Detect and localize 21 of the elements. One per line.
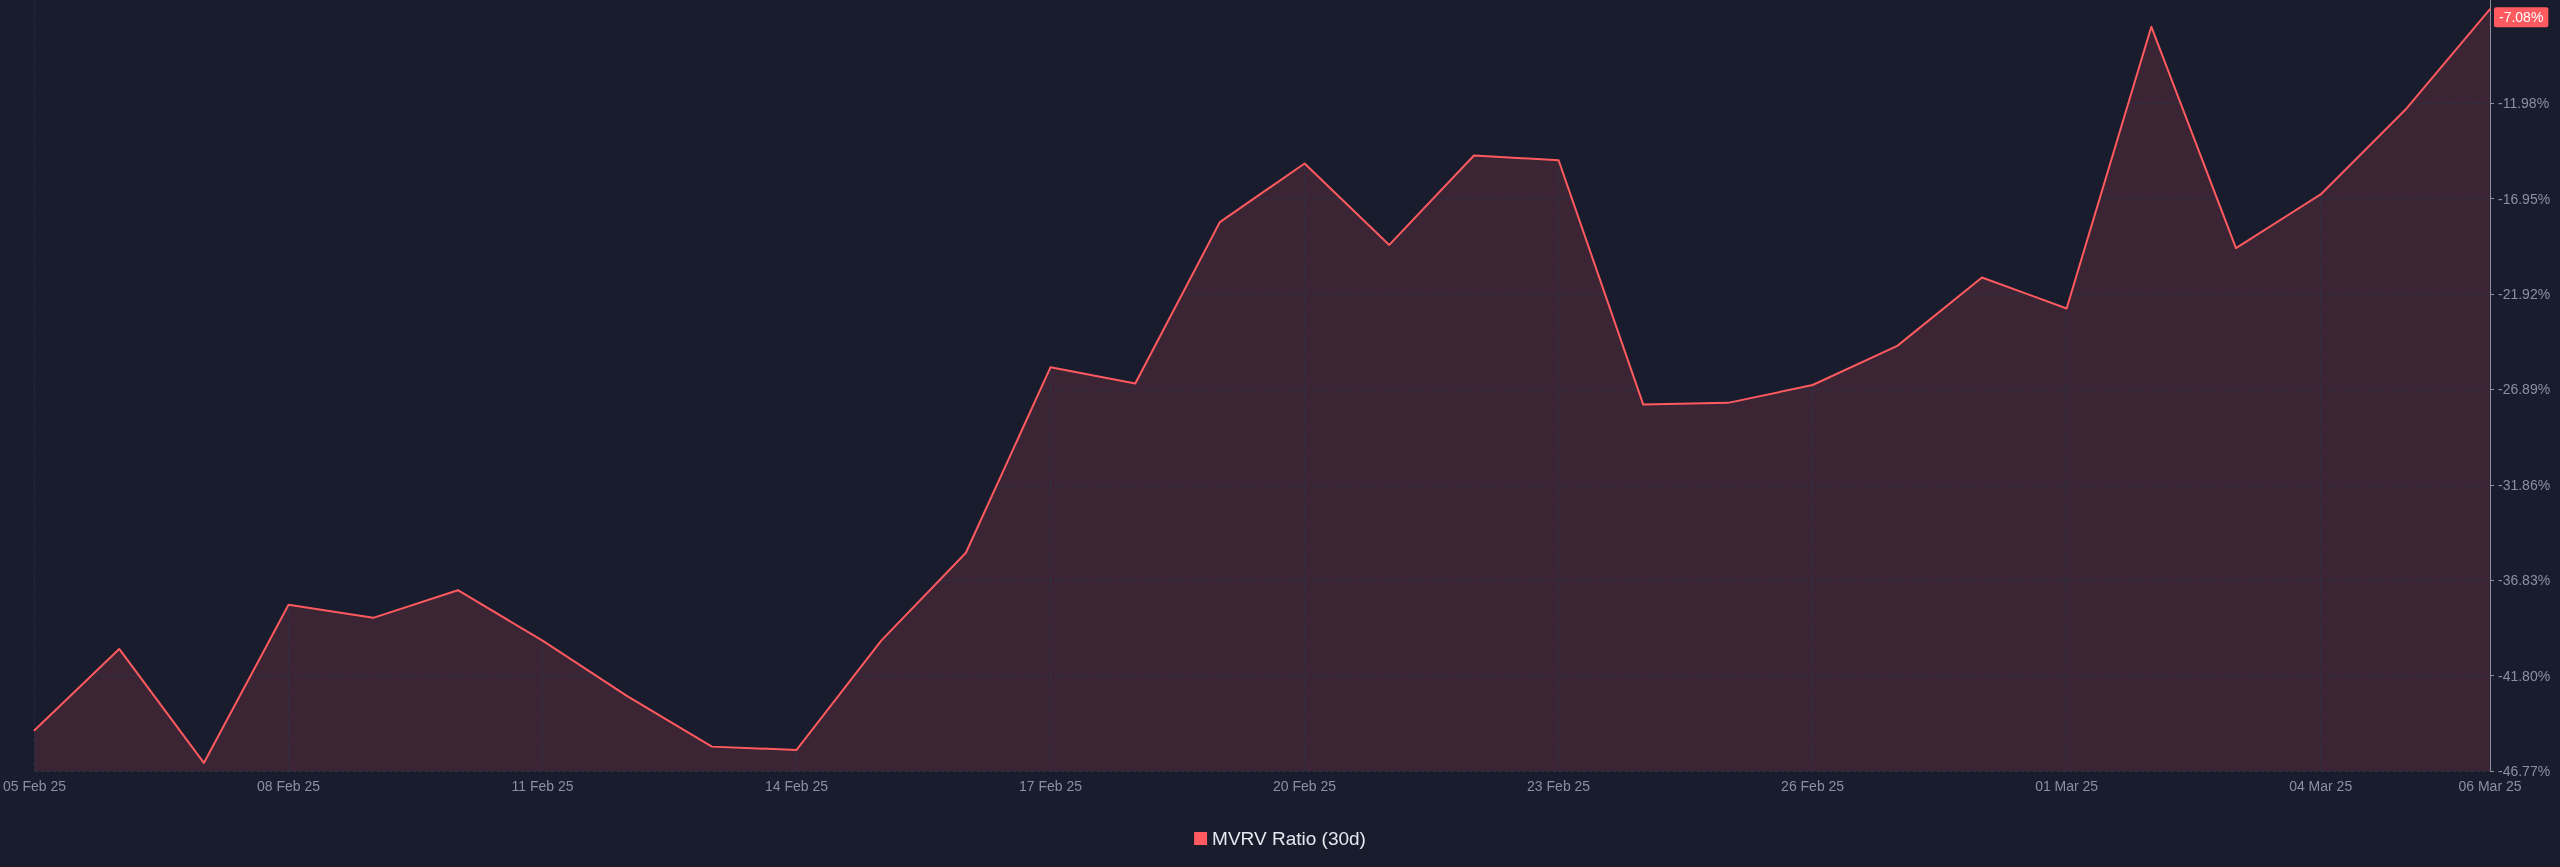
y-tick-label: -36.83% <box>2498 572 2551 589</box>
x-tick-label: 23 Feb 25 <box>1527 778 1591 794</box>
x-tick-label: 14 Feb 25 <box>765 778 829 794</box>
y-tick-label: -26.89% <box>2498 381 2551 398</box>
x-tick-label: 17 Feb 25 <box>1019 778 1083 794</box>
x-tick-label: 11 Feb 25 <box>511 778 574 794</box>
y-tick-label: -21.92% <box>2498 286 2551 303</box>
x-tick-label: 05 Feb 25 <box>2 778 67 794</box>
y-tick-label: -31.86% <box>2498 476 2551 493</box>
legend-label: MVRV Ratio (30d) <box>1212 828 1366 849</box>
data-label: -7.08% <box>2499 9 2544 26</box>
x-tick-label: 06 Mar 25 <box>2458 778 2522 794</box>
x-tick-label: 01 Mar 25 <box>2035 778 2099 794</box>
y-tick-label: -46.77% <box>2498 763 2551 779</box>
x-tick-label: 04 Mar 25 <box>2289 778 2353 794</box>
y-tick-label: -11.98% <box>2498 95 2550 112</box>
x-tick-label: 20 Feb 25 <box>1273 778 1337 794</box>
y-tick-label: -16.95% <box>2498 190 2551 207</box>
x-tick-label: 26 Feb 25 <box>1781 778 1845 794</box>
y-tick-label: -41.80% <box>2498 667 2551 684</box>
x-tick-label: 08 Feb 25 <box>257 778 321 794</box>
